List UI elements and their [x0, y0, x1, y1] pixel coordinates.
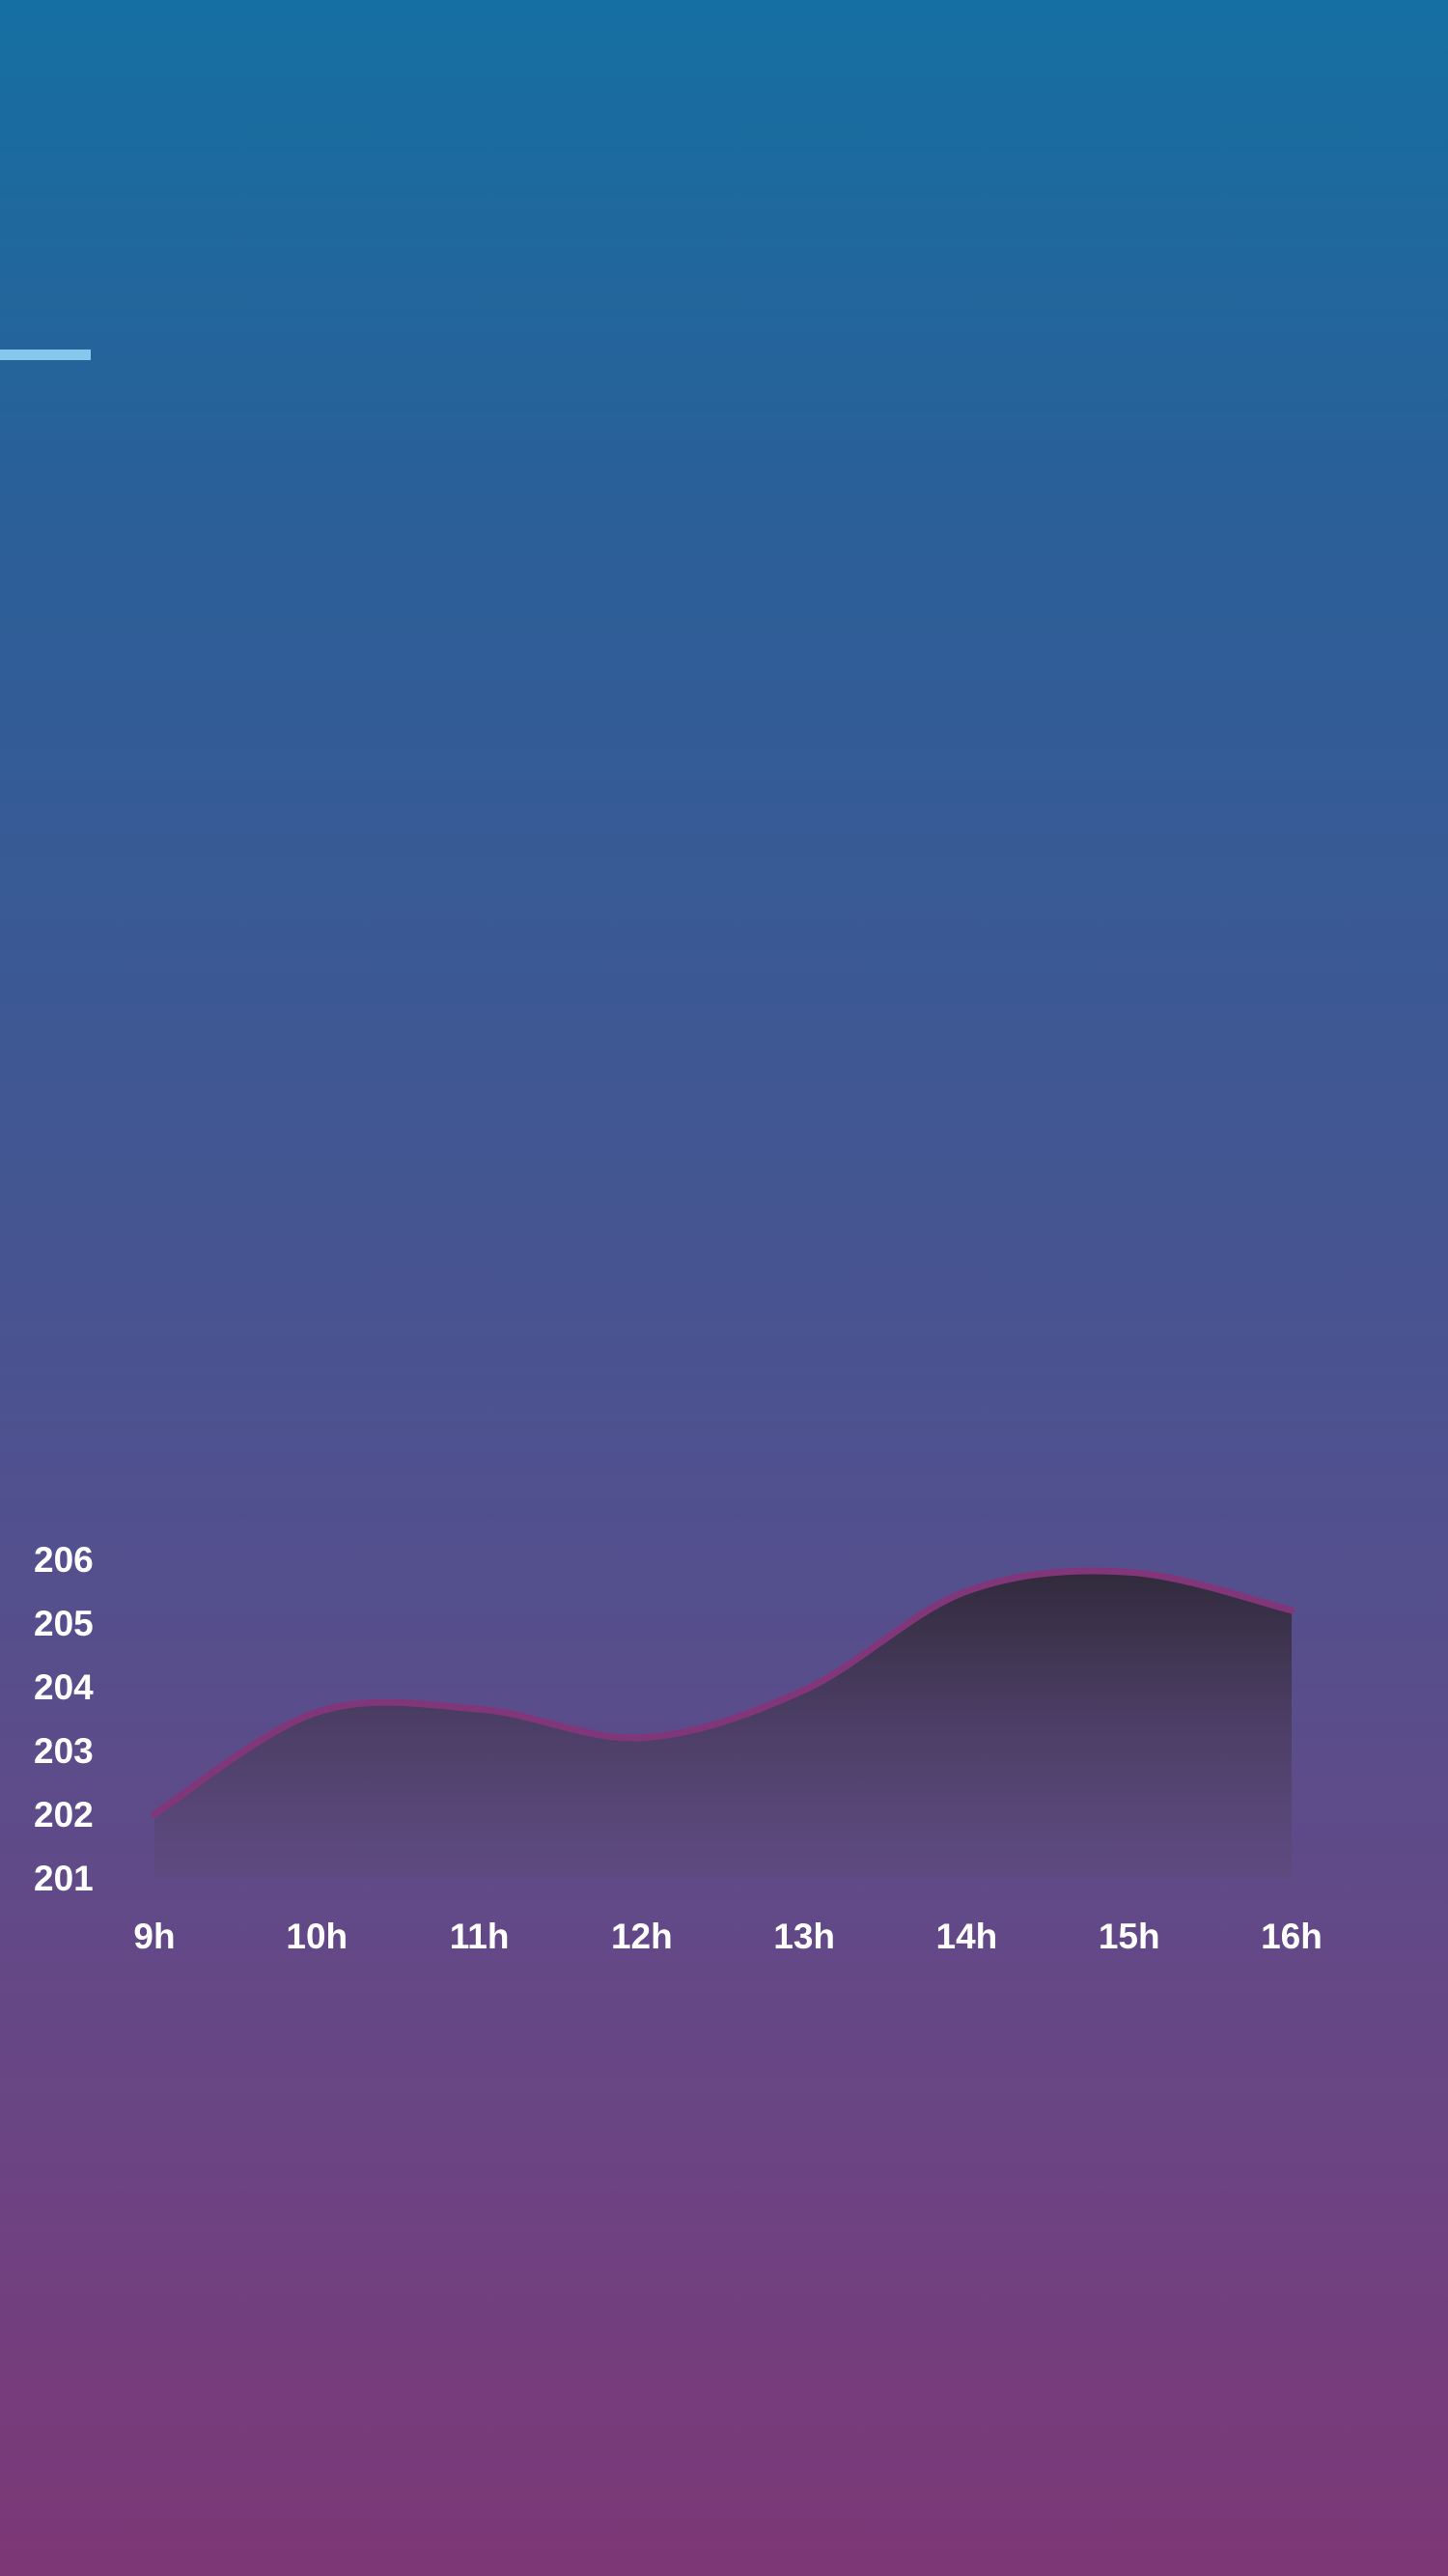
y-tick-label: 205 — [34, 1604, 94, 1643]
y-tick-label: 204 — [34, 1667, 94, 1707]
series-point — [316, 1711, 318, 1713]
progress-bar-fill — [0, 350, 91, 360]
series-point — [153, 1813, 155, 1815]
y-tick-label: 201 — [34, 1859, 94, 1898]
chart-area-layer — [151, 1567, 1295, 1878]
x-tick-label: 12h — [611, 1917, 673, 1956]
x-tick-label: 15h — [1099, 1917, 1160, 1956]
series-point — [479, 1708, 481, 1710]
series-point — [641, 1737, 643, 1739]
progress-bar — [0, 350, 362, 360]
y-tick-label: 206 — [34, 1540, 94, 1580]
x-tick-label: 16h — [1261, 1917, 1323, 1956]
x-axis-ticks: 9h 10h 11h 12h 13h 14h 15h 16h — [133, 1917, 1322, 1956]
x-tick-label: 11h — [450, 1917, 510, 1956]
y-tick-label: 202 — [34, 1795, 94, 1834]
chart-canvas: 201 202 203 204 205 206 9h 10h 11h 12h 13h 14h 15h 1… — [34, 1540, 1323, 1956]
x-tick-label: 13h — [773, 1917, 835, 1956]
series-line — [151, 1567, 1295, 1818]
x-tick-label: 9h — [133, 1917, 175, 1956]
series-point — [965, 1590, 967, 1592]
series-point — [803, 1689, 805, 1691]
series-point — [1128, 1571, 1130, 1573]
y-axis-ticks: 201 202 203 204 205 206 — [34, 1540, 94, 1898]
y-tick-label: 203 — [34, 1731, 94, 1771]
x-tick-label: 10h — [286, 1917, 348, 1956]
area-chart: 201 202 203 204 205 206 9h 10h 11h 12h 13h 14h 15h 1… — [0, 1526, 1448, 1970]
x-tick-label: 14h — [936, 1917, 998, 1956]
